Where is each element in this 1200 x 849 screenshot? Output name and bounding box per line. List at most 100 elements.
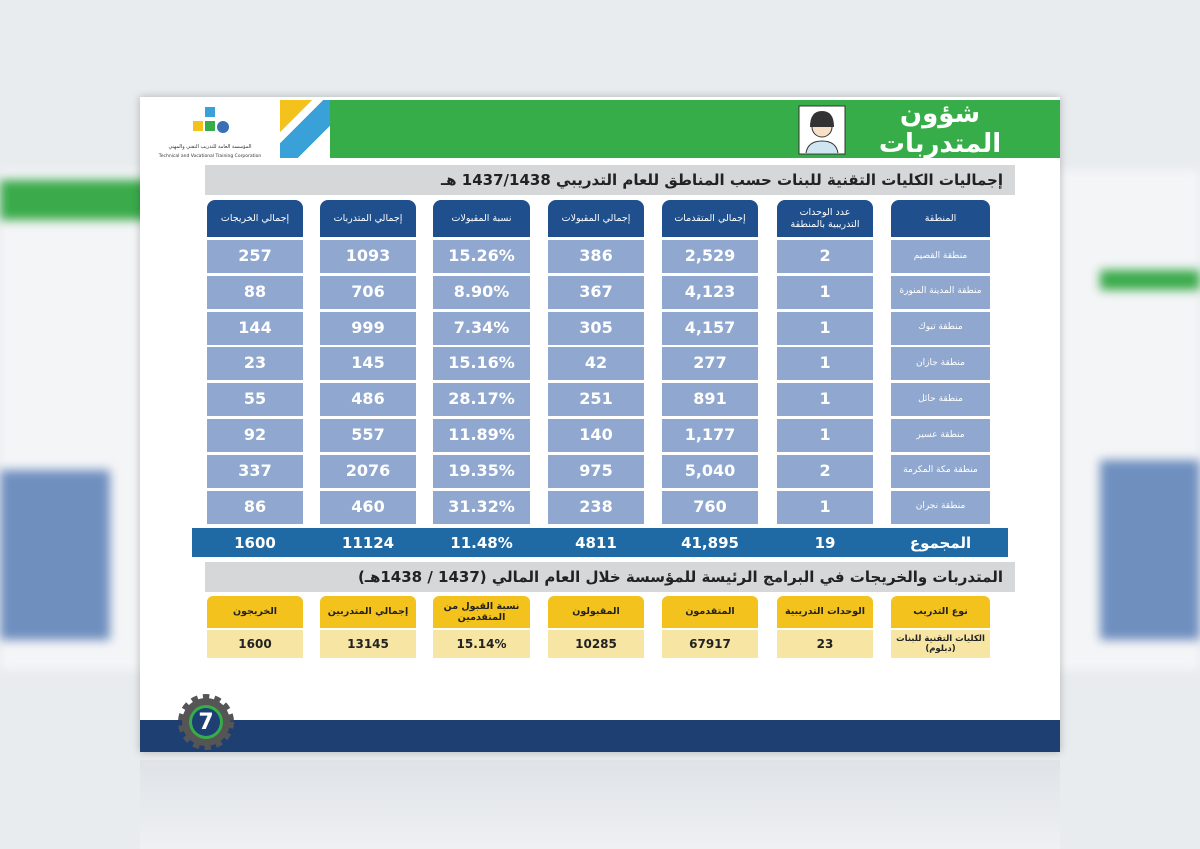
value-cell: 88 <box>207 275 303 309</box>
value-cell: 760 <box>662 490 758 524</box>
value-cell: 460 <box>320 490 416 524</box>
summary-header: المقبولون <box>548 596 644 628</box>
summary-header: إجمالي المتدربين <box>320 596 416 628</box>
value-cell: 277 <box>662 347 758 381</box>
value-cell: 1 <box>777 311 873 345</box>
value-cell: 2,529 <box>662 240 758 273</box>
summary-header: نسبة القبول من المتقدمين <box>433 596 530 628</box>
header-bar <box>290 100 1060 158</box>
value-cell: 92 <box>207 419 303 452</box>
summary-header: المتقدمون <box>662 596 758 628</box>
column-header: إجمالي الخريجات <box>207 200 303 237</box>
region-cell: منطقة تبوك <box>891 311 990 345</box>
value-cell: 1093 <box>320 240 416 273</box>
page-gear <box>178 694 234 750</box>
avatar-icon <box>798 105 846 155</box>
page-number: 7 <box>198 709 214 735</box>
value-cell: 4,157 <box>662 311 758 345</box>
side-bar <box>0 180 150 220</box>
value-cell: 1 <box>777 419 873 452</box>
logo-text-en: Technical and Vocational Training Corpor… <box>158 153 262 159</box>
value-cell: 1,177 <box>662 419 758 452</box>
value-cell: 19.35% <box>433 454 530 488</box>
region-cell: منطقة جازان <box>891 347 990 381</box>
value-cell: 386 <box>548 240 644 273</box>
value-cell: 486 <box>320 383 416 417</box>
value-cell: 337 <box>207 454 303 488</box>
value-cell: 999 <box>320 311 416 345</box>
value-cell: 31.32% <box>433 490 530 524</box>
logo <box>193 107 229 133</box>
value-cell: 706 <box>320 275 416 309</box>
value-cell: 15.16% <box>433 347 530 381</box>
column-header: إجمالي المقبولات <box>548 200 644 237</box>
value-cell: 257 <box>207 240 303 273</box>
summary-value: 23 <box>777 630 873 658</box>
value-cell: 42 <box>548 347 644 381</box>
value-cell: 8.90% <box>433 275 530 309</box>
value-cell: 305 <box>548 311 644 345</box>
value-cell: 1 <box>777 347 873 381</box>
value-cell: 28.17% <box>433 383 530 417</box>
total-band <box>192 528 1008 557</box>
logo-text-ar: المؤسسة العامة للتدريب التقني والمهني <box>168 144 252 150</box>
value-cell: 251 <box>548 383 644 417</box>
page-card: شؤون المتدربات المؤسسة العامة للتدريب ال… <box>140 97 1060 752</box>
value-cell: 1 <box>777 490 873 524</box>
side-bar <box>1100 270 1200 290</box>
value-cell: 86 <box>207 490 303 524</box>
value-cell: 1 <box>777 383 873 417</box>
reflection <box>140 760 1060 849</box>
value-cell: 891 <box>662 383 758 417</box>
footer-bar <box>140 720 1060 752</box>
value-cell: 4,123 <box>662 275 758 309</box>
region-cell: منطقة المدينة المنورة <box>891 275 990 309</box>
value-cell: 5,040 <box>662 454 758 488</box>
region-cell: منطقة نجران <box>891 490 990 524</box>
summary-value: الكليات التقنية للبنات (دبلوم) <box>891 630 990 658</box>
summary-value: 1600 <box>207 630 303 658</box>
section-title: المتدربات والخريجات في البرامج الرئيسة ل… <box>205 562 1015 592</box>
summary-value: 10285 <box>548 630 644 658</box>
summary-value: 67917 <box>662 630 758 658</box>
summary-header: الوحدات التدريبية <box>777 596 873 628</box>
side-table <box>1100 460 1200 640</box>
side-table <box>0 470 110 640</box>
value-cell: 140 <box>548 419 644 452</box>
total-cell: 19 <box>814 533 836 552</box>
total-cell: 1600 <box>234 533 276 552</box>
value-cell: 15.26% <box>433 240 530 273</box>
total-cell: 11124 <box>341 533 395 552</box>
region-cell: منطقة القصيم <box>891 240 990 273</box>
region-cell: منطقة مكة المكرمة <box>891 454 990 488</box>
column-header: عدد الوحدات التدريبية بالمنطقة <box>777 200 873 237</box>
summary-header: نوع التدريب <box>891 596 990 628</box>
value-cell: 144 <box>207 311 303 345</box>
value-cell: 7.34% <box>433 311 530 345</box>
value-cell: 2076 <box>320 454 416 488</box>
value-cell: 145 <box>320 347 416 381</box>
summary-header: الخريجون <box>207 596 303 628</box>
region-cell: منطقة حائل <box>891 383 990 417</box>
summary-value: 15.14% <box>433 630 530 658</box>
value-cell: 11.89% <box>433 419 530 452</box>
value-cell: 2 <box>777 240 873 273</box>
value-cell: 557 <box>320 419 416 452</box>
column-header: المنطقة <box>891 200 990 237</box>
value-cell: 23 <box>207 347 303 381</box>
region-cell: منطقة عسير <box>891 419 990 452</box>
value-cell: 1 <box>777 275 873 309</box>
column-header: إجمالي المتدربات <box>320 200 416 237</box>
value-cell: 975 <box>548 454 644 488</box>
total-cell: 41,895 <box>681 533 739 552</box>
section-title: إجماليات الكليات التقنية للبنات حسب المن… <box>205 165 1015 195</box>
column-header: إجمالي المتقدمات <box>662 200 758 237</box>
total-cell: المجموع <box>909 533 972 552</box>
value-cell: 2 <box>777 454 873 488</box>
value-cell: 238 <box>548 490 644 524</box>
total-cell: 4811 <box>575 533 617 552</box>
value-cell: 367 <box>548 275 644 309</box>
column-header: نسبة المقبولات <box>433 200 530 237</box>
value-cell: 55 <box>207 383 303 417</box>
